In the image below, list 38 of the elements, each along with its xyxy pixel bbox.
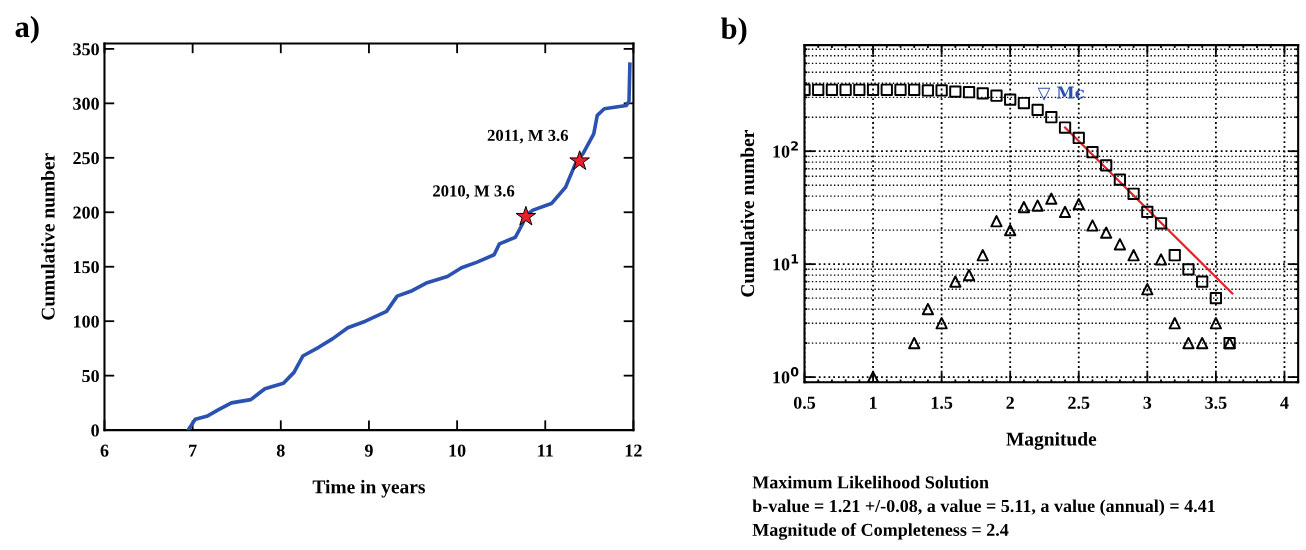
x-axis-title: Time in years [312,479,425,498]
y-tick-label: 250 [73,152,99,165]
y-axis-title: Cumulative number [41,153,55,320]
x-tick-label: 1 [869,396,877,409]
y-tick-label: 150 [73,260,99,274]
annotation: 2011, M 3.6 [487,129,569,144]
text: Magnitude of Completeness = 2.4 [752,523,1009,540]
x-tick-label: 9 [364,444,373,457]
y-tick-label: 300 [73,97,99,110]
x-tick-label: 1.5 [931,396,953,409]
y-tick-label: 10$^{0}$ [773,367,799,384]
chart-title: b) [720,17,747,46]
x-tick-label: 11 [538,444,553,457]
x-tick-label: 10 [449,444,466,457]
x-axis-title: Magnitude [1006,431,1097,450]
text: Maximum Likelihood Solution [752,475,989,489]
y-tick-label: 350 [73,43,99,56]
x-tick-label: 0.5 [793,396,816,409]
x-tick-label: 3 [1143,396,1152,409]
y-tick-label: 200 [73,206,99,219]
y-tick-label: 10$^{1}$ [773,254,799,271]
x-tick-label: 3.5 [1205,396,1227,409]
x-tick-label: 12 [625,444,642,457]
y-tick-label: 50 [82,369,99,383]
x-tick-label: 4 [1280,396,1289,409]
y-tick-label: 10$^{2}$ [773,141,798,158]
x-tick-label: 2 [1006,396,1014,409]
y-axis-title: Cumulative number [740,130,755,297]
chart-title: a) [15,15,39,44]
annotation: ▽ Mc [1037,86,1085,101]
annotation: 2010, M 3.6 [433,185,515,199]
x-tick-label: 6 [100,444,109,457]
x-tick-label: 7 [189,444,197,457]
x-tick-label: 8 [276,444,285,457]
x-tick-label: 2.5 [1068,396,1090,409]
y-tick-label: 100 [73,315,99,328]
y-tick-label: 0 [91,424,99,437]
text: b-value = 1.21 +/-0.08, a value = 5.11, a value (annual) = 4.41 [752,499,1215,516]
